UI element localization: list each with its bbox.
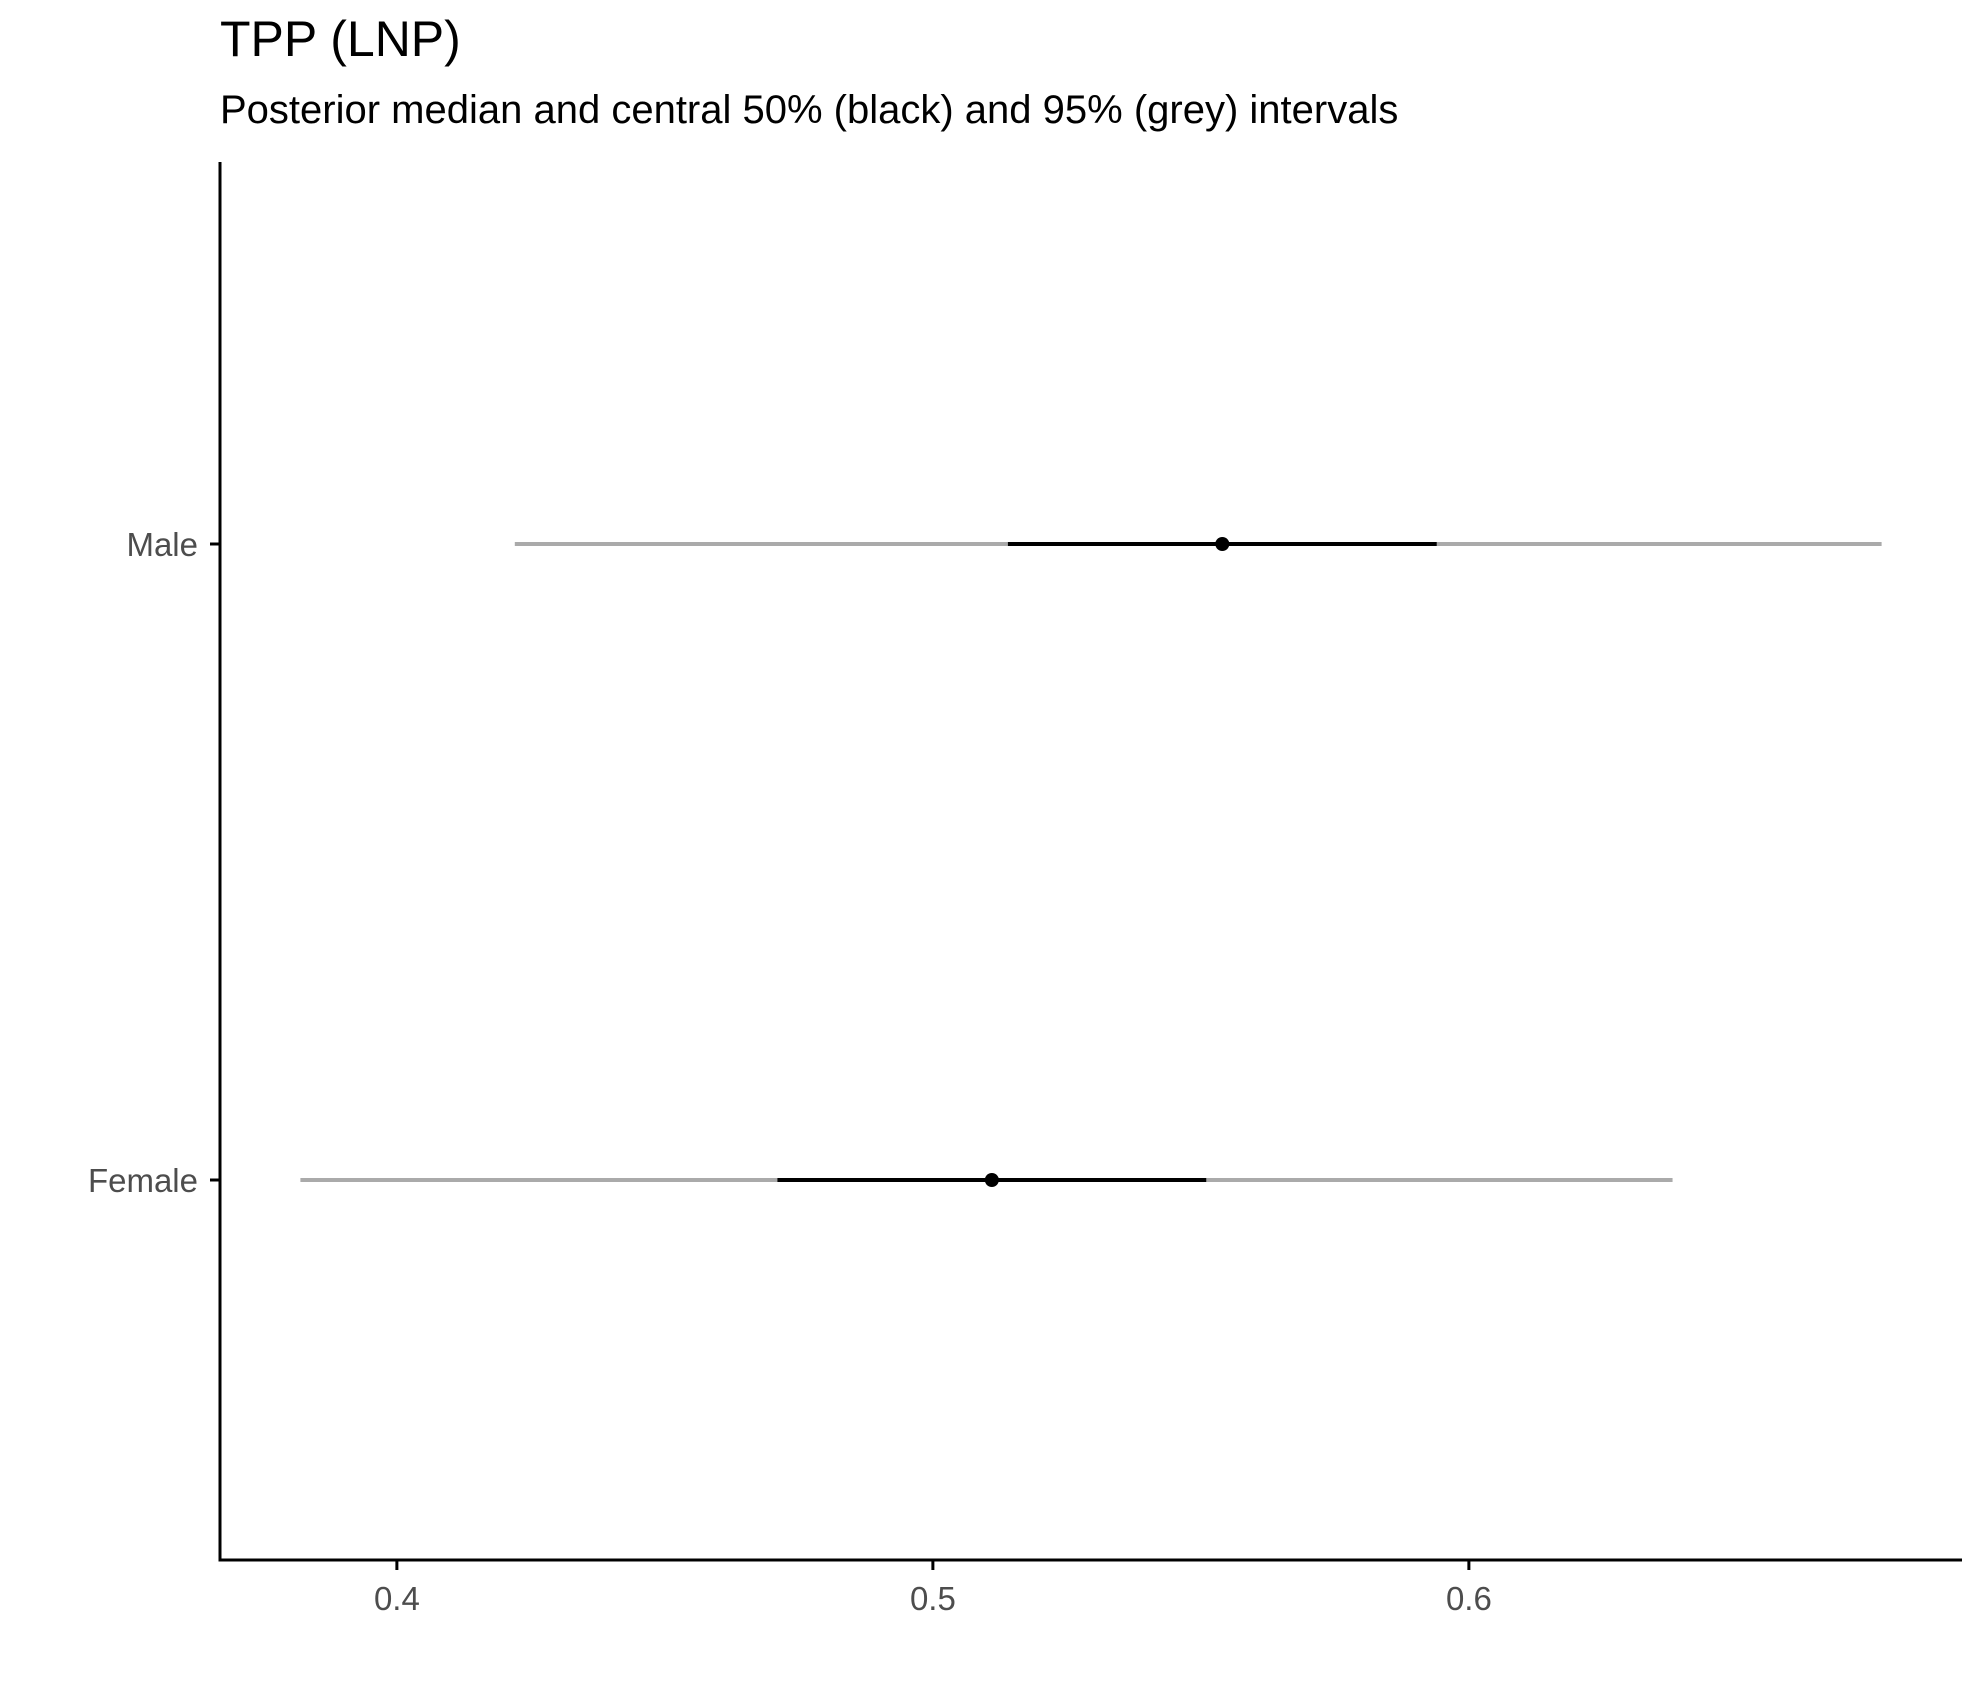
- chart-title: TPP (LNP): [220, 11, 461, 67]
- x-tick-label-2: 0.6: [1446, 1580, 1492, 1617]
- median-point-male: [1215, 537, 1230, 551]
- y-tick-label-male: Male: [126, 526, 198, 563]
- y-tick-label-female: Female: [88, 1162, 198, 1199]
- x-tick-label-0: 0.4: [374, 1580, 420, 1617]
- marks-layer: [300, 537, 1882, 1187]
- axes-layer: Male Female 0.4 0.5 0.6: [88, 162, 1962, 1617]
- chart-subtitle: Posterior median and central 50% (black)…: [220, 88, 1399, 132]
- median-point-female: [984, 1173, 999, 1187]
- x-tick-label-1: 0.5: [910, 1580, 956, 1617]
